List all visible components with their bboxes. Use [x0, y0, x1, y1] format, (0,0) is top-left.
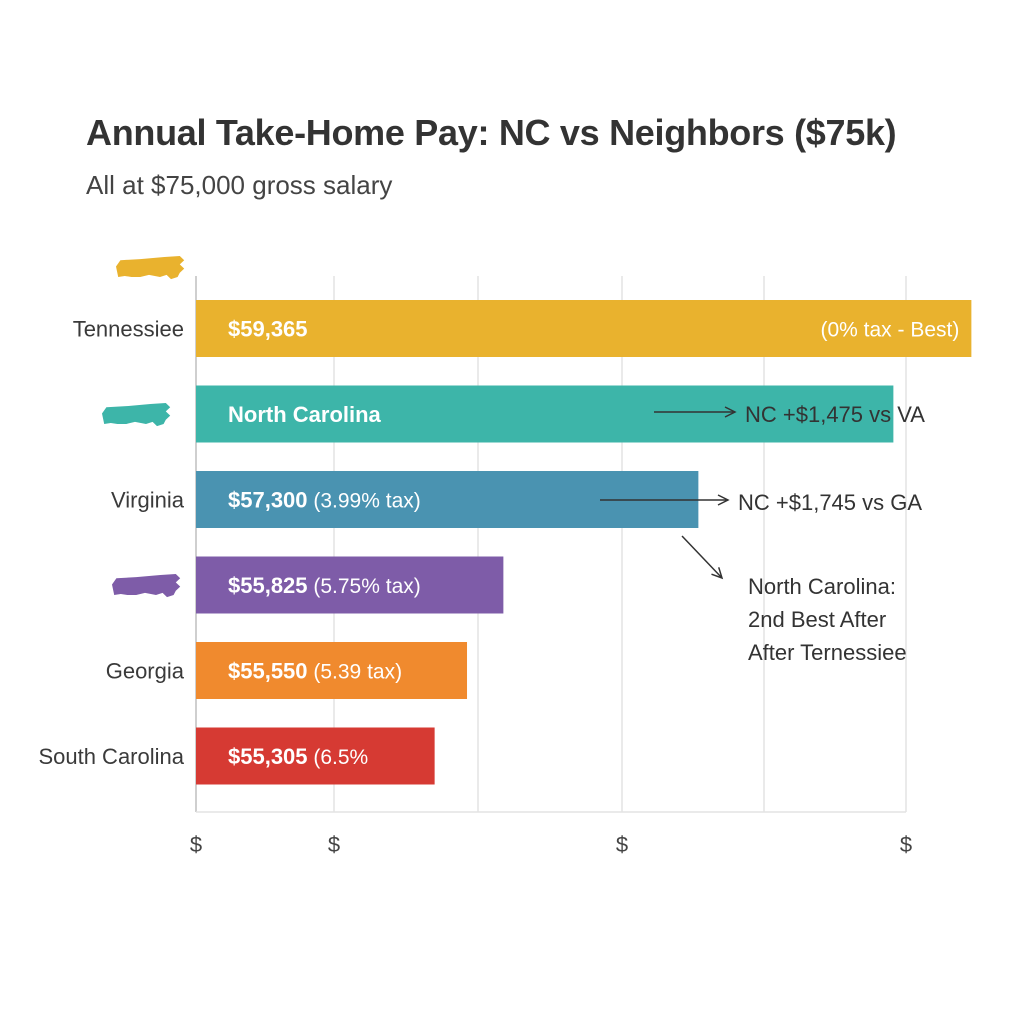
bar-value-label: $57,300 (3.99% tax): [228, 488, 421, 513]
bar-value-label: $55,825 (5.75% tax): [228, 573, 421, 598]
chart-subtitle: All at $75,000 gross salary: [86, 170, 393, 200]
annotations-group: NC +$1,475 vs VA NC +$1,745 vs GA North Ca…: [600, 402, 925, 665]
bar-value-label: $59,365: [228, 317, 308, 342]
annotation-arrow-summary: [681, 535, 723, 579]
bar: [196, 642, 468, 699]
bar-value-main: $55,305: [228, 744, 308, 769]
x-tick-label: $: [900, 832, 912, 857]
bar: [196, 556, 504, 614]
bar-value-main: North Carolina: [228, 402, 382, 427]
nc-state-icon: [116, 256, 185, 280]
category-label: South Carolina: [38, 744, 184, 769]
x-tick-label: $: [328, 832, 340, 857]
bar: [196, 727, 435, 785]
labels-group: $ $ $ $ Tennessiee $59,365 (0% tax - Best) Nort…: [38, 256, 959, 857]
x-tick-label: $: [190, 832, 202, 857]
category-label: Tennessiee: [73, 317, 184, 342]
bar: [196, 300, 972, 357]
category-label: Georgia: [106, 659, 185, 684]
bars-group: [196, 300, 972, 785]
bar-tax-note: (5.75% tax): [308, 575, 421, 598]
category-label: Virginia: [111, 488, 185, 513]
chart-title: Annual Take-Home Pay: NC vs Neighbors ($…: [86, 112, 897, 153]
annotation-summary-line: 2nd Best After: [748, 607, 886, 632]
bar-value-label: $55,305 (6.5%: [228, 744, 368, 769]
bar-tax-note: (6.5%: [308, 746, 369, 769]
bar-tax-note: (5.39 tax): [308, 661, 403, 684]
bar-value-main: $55,550: [228, 659, 308, 684]
annotation-summary-line: After Ternessiee: [748, 640, 907, 665]
annotation-summary-line: North Carolina:: [748, 574, 896, 599]
bar-value-main: $59,365: [228, 317, 308, 342]
annotation-arrow-summary-head: [711, 567, 724, 580]
bar-right-note: (0% tax - Best): [820, 319, 959, 342]
annotation-ga: NC +$1,745 vs GA: [738, 490, 922, 515]
nc-state-icon: [102, 403, 171, 427]
x-tick-label: $: [616, 832, 628, 857]
nc-state-icon: [112, 574, 181, 598]
bar-value-label: North Carolina: [228, 402, 382, 427]
bar-value-label: $55,550 (5.39 tax): [228, 659, 402, 684]
bar-value-main: $57,300: [228, 488, 308, 513]
grid-lines: [195, 276, 907, 813]
bar-tax-note: (3.99% tax): [308, 490, 421, 513]
annotation-arrow-va-head: [724, 406, 737, 418]
bar: [196, 385, 894, 443]
annotation-arrow-ga-head: [717, 494, 730, 506]
annotation-va: NC +$1,475 vs VA: [745, 402, 925, 427]
bar-value-main: $55,825: [228, 573, 308, 598]
